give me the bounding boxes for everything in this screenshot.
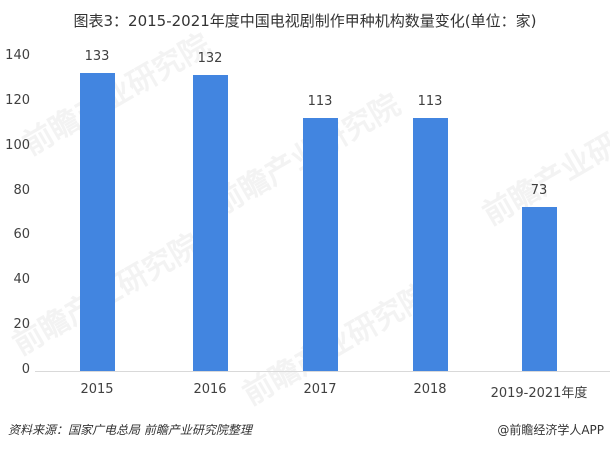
y-tick-label: 120 bbox=[5, 92, 30, 108]
source-note: 资料来源：国家广电总局 前瞻产业研究院整理 bbox=[8, 423, 252, 437]
chart-title: 图表3：2015-2021年度中国电视剧制作甲种机构数量变化(单位：家) bbox=[73, 12, 537, 30]
x-tick-label: 2015 bbox=[80, 382, 114, 397]
x-tick-label: 2017 bbox=[303, 382, 337, 397]
y-tick-label: 80 bbox=[13, 182, 30, 198]
y-tick-label: 140 bbox=[5, 48, 30, 63]
x-tick-label: 2019-2021年度 bbox=[490, 386, 588, 401]
bar bbox=[522, 207, 557, 371]
y-tick-label: 60 bbox=[13, 227, 30, 243]
data-label: 133 bbox=[84, 48, 110, 64]
data-label: 113 bbox=[417, 93, 443, 109]
data-label: 113 bbox=[307, 93, 333, 109]
bar bbox=[80, 72, 115, 371]
credit: @前瞻经济学人APP bbox=[497, 423, 604, 437]
data-label: 73 bbox=[530, 183, 548, 199]
y-tick-label: 20 bbox=[13, 317, 30, 333]
x-axis-line bbox=[35, 371, 610, 372]
x-tick-label: 2018 bbox=[413, 382, 447, 397]
y-tick-label: 0 bbox=[21, 362, 30, 377]
y-tick-label: 100 bbox=[5, 137, 30, 153]
y-tick-label: 40 bbox=[13, 272, 30, 288]
bar bbox=[413, 117, 448, 371]
data-label: 132 bbox=[197, 50, 223, 66]
x-tick-label: 2016 bbox=[193, 382, 227, 397]
bar bbox=[303, 117, 338, 371]
bar bbox=[193, 74, 228, 371]
